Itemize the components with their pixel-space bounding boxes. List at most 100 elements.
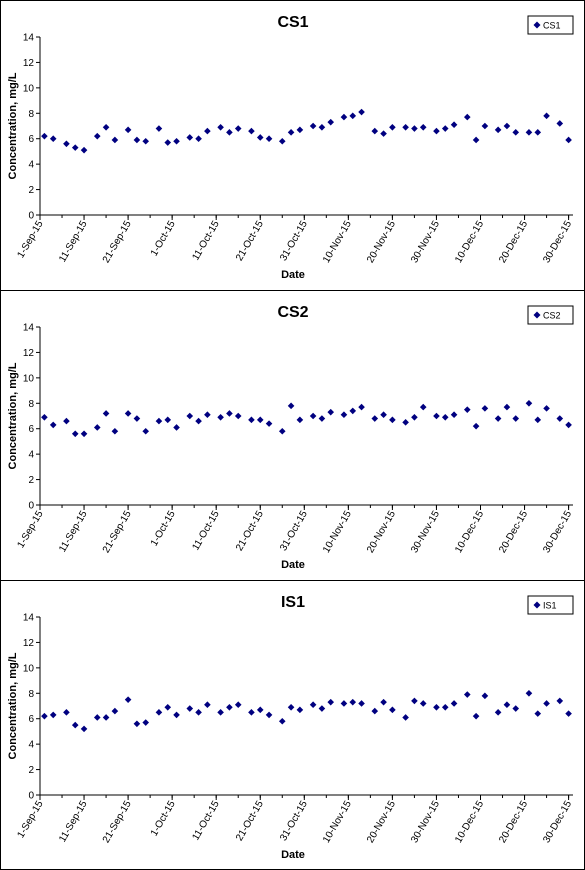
data-point <box>80 146 88 154</box>
data-point <box>71 721 79 729</box>
data-point <box>164 703 172 711</box>
data-point <box>389 706 396 714</box>
x-tick-label: 10-Dec-15 <box>453 509 486 555</box>
data-point <box>512 129 520 136</box>
y-axis-label: Concentration, mg/L <box>7 652 19 759</box>
data-point <box>111 427 119 435</box>
data-point <box>380 698 387 706</box>
x-tick-label: 20-Nov-15 <box>365 509 398 555</box>
data-point <box>133 415 141 422</box>
y-tick-label: 10 <box>23 373 35 384</box>
x-tick-label: 11-Sep-15 <box>57 219 90 265</box>
data-point <box>217 123 224 131</box>
data-point <box>93 424 101 431</box>
data-point <box>463 113 471 121</box>
x-tick-label: 21-Oct-15 <box>234 509 266 553</box>
y-axis-label: Concentration, mg/L <box>7 362 19 469</box>
data-point <box>111 136 119 144</box>
y-tick-label: 14 <box>23 613 35 624</box>
data-point <box>296 706 304 714</box>
data-point <box>433 703 440 711</box>
data-point <box>402 714 409 721</box>
chart-svg: CS1 CS1 0 2 4 6 8 10 12 14 1-Sep-15 11-Sep-15 21-Sep… <box>7 14 574 281</box>
y-tick-label: 2 <box>28 765 34 776</box>
y-tick-label: 10 <box>23 83 35 94</box>
data-point <box>142 137 150 145</box>
x-tick-label: 11-Sep-15 <box>57 799 90 845</box>
data-point <box>481 122 489 130</box>
data-point <box>494 709 502 716</box>
data-point <box>278 717 286 725</box>
data-point <box>318 705 326 712</box>
data-point <box>296 416 304 424</box>
y-tick-label: 6 <box>28 714 34 725</box>
data-point <box>278 427 286 435</box>
legend: CS2 <box>527 305 574 325</box>
x-tick-label: 21-Sep-15 <box>101 799 134 845</box>
x-tick-label: 10-Nov-15 <box>321 509 354 555</box>
series-cs2 <box>41 399 572 438</box>
data-point <box>155 709 163 716</box>
data-point <box>173 711 180 719</box>
data-point <box>124 126 132 134</box>
data-point <box>226 703 233 711</box>
y-tick-label: 8 <box>28 399 34 410</box>
data-point <box>124 696 132 703</box>
legend-box <box>527 595 574 615</box>
data-point <box>265 135 273 143</box>
y-tick-label: 12 <box>23 638 35 649</box>
data-point <box>186 134 194 141</box>
y-tick-label: 4 <box>28 160 34 171</box>
y-tick-label: 2 <box>28 185 34 196</box>
x-tick-label: 11-Oct-15 <box>190 799 222 843</box>
data-point <box>472 712 480 720</box>
data-point <box>318 415 326 422</box>
legend-marker <box>533 601 541 609</box>
legend-label: CS2 <box>543 311 561 321</box>
chart-panel-is1: IS1 IS1 0 2 4 6 8 10 12 14 1-Sep-15 11-Sep-15 21-Sep… <box>0 580 585 870</box>
data-point <box>419 700 427 707</box>
data-point <box>195 417 202 425</box>
data-point <box>287 129 295 136</box>
data-point <box>195 135 202 143</box>
data-point <box>41 712 48 720</box>
data-point <box>164 416 172 424</box>
data-point <box>556 120 564 127</box>
data-point <box>349 698 357 706</box>
data-point <box>287 402 295 410</box>
x-tick-label: 1-Oct-15 <box>149 509 178 549</box>
data-point <box>265 420 273 427</box>
data-point <box>380 130 387 137</box>
data-point <box>402 419 409 426</box>
data-point <box>463 691 471 698</box>
chart-title: CS2 <box>277 304 308 321</box>
data-point <box>481 692 489 700</box>
data-point <box>173 137 180 145</box>
data-point <box>512 415 520 422</box>
data-point <box>525 689 533 697</box>
data-point <box>142 427 150 435</box>
data-point <box>49 711 57 719</box>
x-tick-label: 1-Oct-15 <box>149 799 178 839</box>
x-tick-label: 10-Dec-15 <box>453 799 486 845</box>
data-point <box>49 421 57 429</box>
data-point <box>371 415 379 422</box>
x-tick-label: 21-Sep-15 <box>101 219 134 265</box>
x-tick-label: 21-Oct-15 <box>234 799 266 843</box>
data-point <box>256 416 264 424</box>
data-point <box>71 144 79 151</box>
legend-label: IS1 <box>543 601 557 611</box>
data-point <box>155 125 163 132</box>
series-is1 <box>41 689 572 733</box>
data-point <box>371 707 379 715</box>
x-tick-label: 31-Oct-15 <box>278 219 310 263</box>
data-point <box>327 408 335 416</box>
data-point <box>102 714 110 721</box>
data-point <box>556 697 564 705</box>
data-point <box>441 413 449 421</box>
data-point <box>296 126 304 134</box>
data-point <box>256 134 264 141</box>
x-tick-label: 20-Nov-15 <box>365 219 398 265</box>
x-tick-label: 31-Oct-15 <box>278 799 310 843</box>
data-point <box>41 132 48 140</box>
